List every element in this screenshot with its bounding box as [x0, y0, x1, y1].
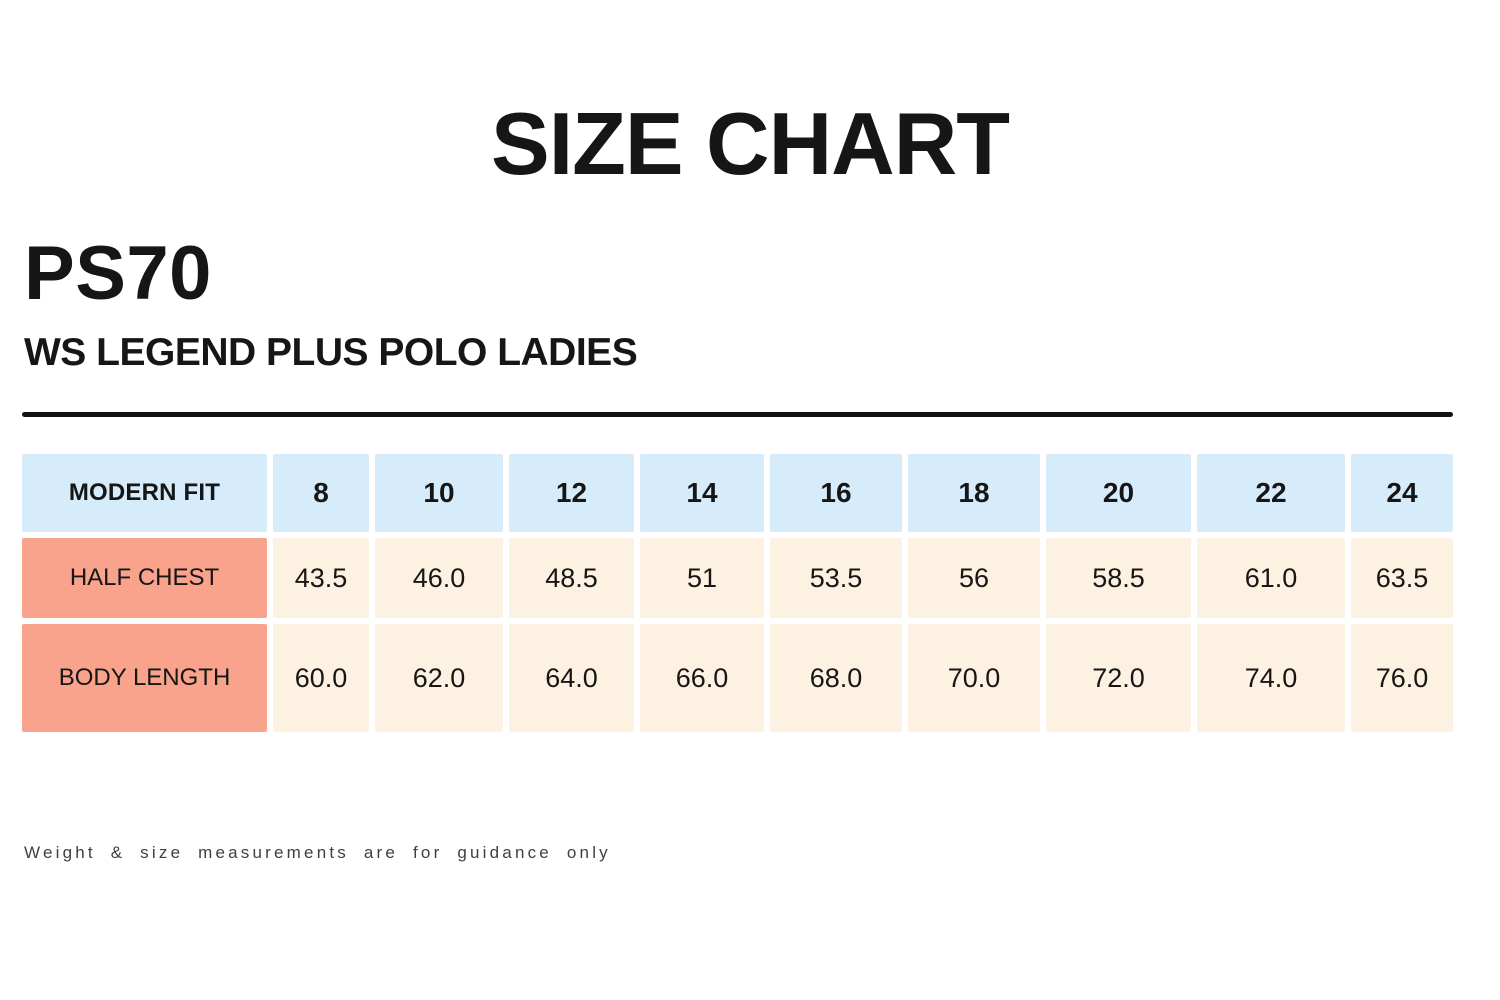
- body-length-value-cell: 72.0: [1046, 624, 1191, 732]
- size-header-cell: 8: [273, 454, 369, 532]
- row-label-half-chest: HALF CHEST: [22, 538, 267, 618]
- half-chest-value-cell: 53.5: [770, 538, 902, 618]
- half-chest-value-cell: 46.0: [375, 538, 503, 618]
- product-name: WS LEGEND PLUS POLO LADIES: [24, 331, 638, 374]
- half-chest-value-cell: 58.5: [1046, 538, 1191, 618]
- page-title: SIZE CHART: [491, 94, 1010, 193]
- size-header-cell: 14: [640, 454, 764, 532]
- body-length-value-cell: 60.0: [273, 624, 369, 732]
- size-header-cell: 10: [375, 454, 503, 532]
- product-code: PS70: [24, 231, 212, 316]
- body-length-value-cell: 66.0: [640, 624, 764, 732]
- fit-header-cell: MODERN FIT: [22, 454, 267, 532]
- half-chest-value-cell: 56: [908, 538, 1040, 618]
- size-chart-table: MODERN FIT 8 10 12 14 16 18 20 22 24 HAL…: [22, 454, 1453, 732]
- body-length-value-cell: 62.0: [375, 624, 503, 732]
- half-chest-value-cell: 61.0: [1197, 538, 1345, 618]
- half-chest-value-cell: 43.5: [273, 538, 369, 618]
- body-length-value-cell: 76.0: [1351, 624, 1453, 732]
- size-header-cell: 18: [908, 454, 1040, 532]
- footnote: Weight & size measurements are for guida…: [24, 843, 611, 862]
- size-header-cell: 22: [1197, 454, 1345, 532]
- size-header-cell: 12: [509, 454, 634, 532]
- row-label-body-length: BODY LENGTH: [22, 624, 267, 732]
- body-length-value-cell: 64.0: [509, 624, 634, 732]
- half-chest-value-cell: 63.5: [1351, 538, 1453, 618]
- size-header-cell: 20: [1046, 454, 1191, 532]
- half-chest-value-cell: 51: [640, 538, 764, 618]
- size-header-cell: 16: [770, 454, 902, 532]
- half-chest-value-cell: 48.5: [509, 538, 634, 618]
- body-length-value-cell: 74.0: [1197, 624, 1345, 732]
- size-header-cell: 24: [1351, 454, 1453, 532]
- body-length-value-cell: 68.0: [770, 624, 902, 732]
- body-length-value-cell: 70.0: [908, 624, 1040, 732]
- divider-rule: [22, 412, 1453, 417]
